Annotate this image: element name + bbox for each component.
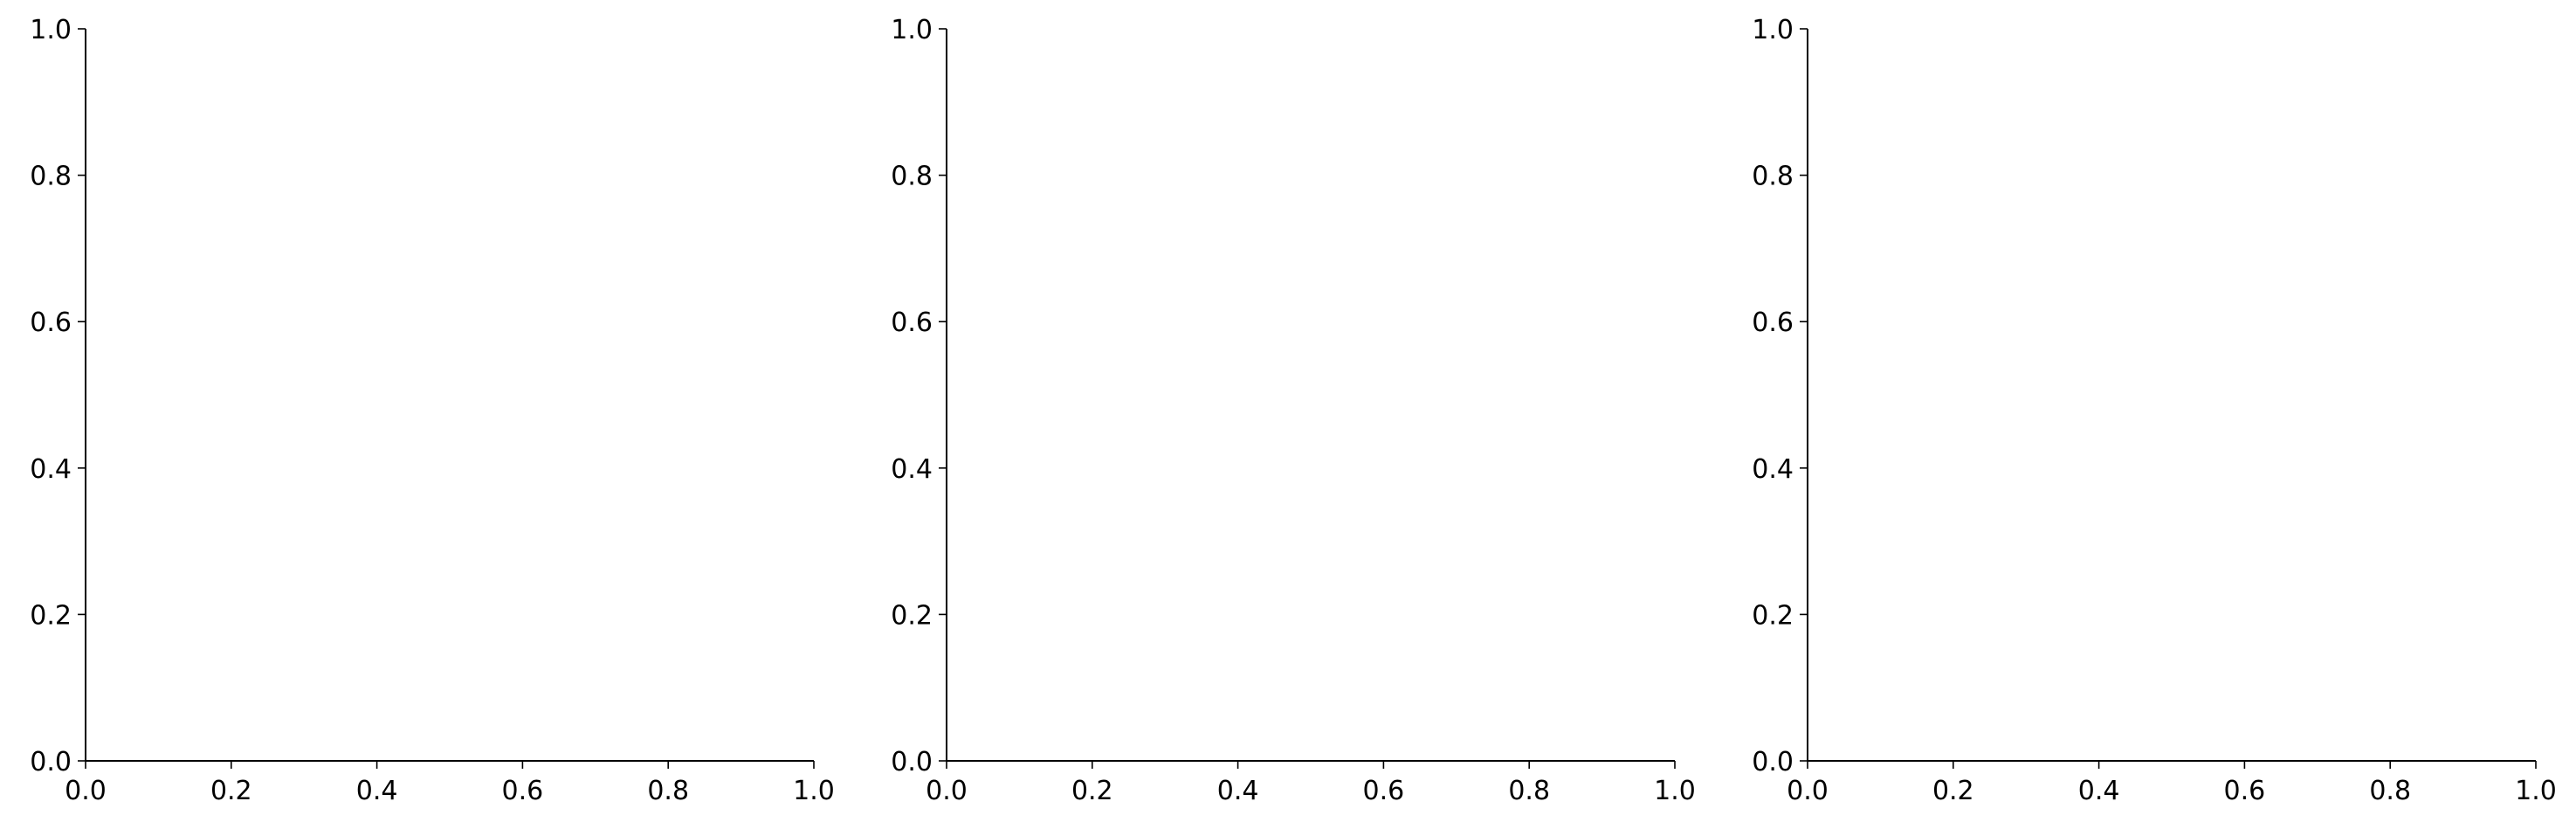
- x-tick-label: 1.0: [1654, 776, 1696, 806]
- x-tick-label: 0.2: [1071, 776, 1113, 806]
- x-tick-label: 0.4: [356, 776, 398, 806]
- x-tick-label: 0.0: [65, 776, 107, 806]
- x-tick-label: 0.6: [2224, 776, 2266, 806]
- x-tick-label: 0.8: [1508, 776, 1550, 806]
- y-tick-label: 0.0: [30, 747, 72, 777]
- x-tick-label: 1.0: [793, 776, 835, 806]
- x-tick-label: 0.6: [502, 776, 544, 806]
- y-tick-label: 0.4: [891, 454, 933, 485]
- y-tick-label: 0.4: [30, 454, 72, 485]
- y-tick-label: 0.2: [891, 600, 933, 631]
- x-tick-label: 1.0: [2515, 776, 2557, 806]
- y-tick-label: 1.0: [30, 15, 72, 45]
- x-tick-label: 0.4: [1217, 776, 1259, 806]
- y-tick-label: 0.8: [1752, 162, 1794, 192]
- y-tick-label: 0.6: [30, 307, 72, 338]
- x-tick-label: 0.0: [926, 776, 968, 806]
- y-tick-label: 0.8: [891, 162, 933, 192]
- subplot-3: 0.0 0.2 0.4 0.6 0.8 1.0 0.0 0.2 0.4 0.6 0.8 1.0: [1752, 15, 2557, 806]
- y-tick-label: 0.0: [1752, 747, 1794, 777]
- y-tick-label: 0.8: [30, 162, 72, 192]
- y-tick-label: 0.4: [1752, 454, 1794, 485]
- subplot-2: 0.0 0.2 0.4 0.6 0.8 1.0 0.0 0.2 0.4 0.6 0.8 1.0: [891, 15, 1696, 806]
- y-tick-label: 1.0: [1752, 15, 1794, 45]
- x-tick-label: 0.4: [2078, 776, 2120, 806]
- subplot-1: 0.0 0.2 0.4 0.6 0.8 1.0 0.0 0.2 0.4 0.6 0.8 1.0: [30, 15, 835, 806]
- x-tick-label: 0.2: [1932, 776, 1974, 806]
- y-tick-label: 0.2: [1752, 600, 1794, 631]
- x-tick-label: 0.8: [647, 776, 689, 806]
- y-tick-label: 0.0: [891, 747, 933, 777]
- x-tick-label: 0.2: [210, 776, 252, 806]
- y-tick-label: 0.6: [891, 307, 933, 338]
- y-tick-label: 0.6: [1752, 307, 1794, 338]
- y-tick-label: 0.2: [30, 600, 72, 631]
- x-tick-label: 0.6: [1363, 776, 1405, 806]
- y-tick-label: 1.0: [891, 15, 933, 45]
- x-tick-label: 0.8: [2369, 776, 2411, 806]
- x-tick-label: 0.0: [1787, 776, 1829, 806]
